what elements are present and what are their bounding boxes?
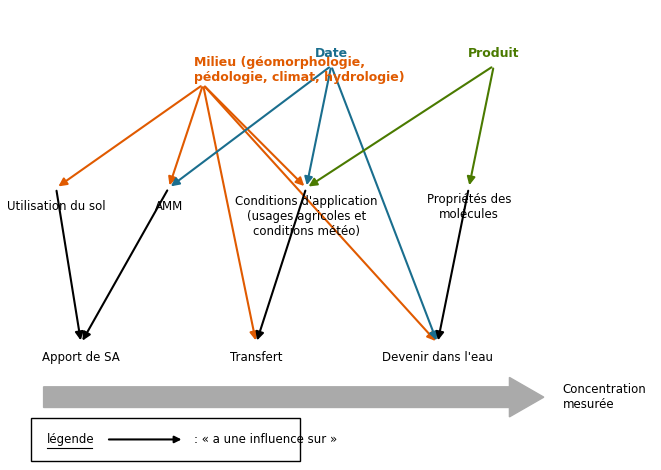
Text: Transfert: Transfert (230, 351, 282, 364)
Text: Concentration
mesurée: Concentration mesurée (563, 383, 646, 411)
Text: AMM: AMM (155, 200, 182, 213)
Text: légende: légende (47, 433, 95, 446)
Text: Conditions d'application
(usages agricoles et
conditions météo): Conditions d'application (usages agricol… (235, 195, 377, 238)
FancyBboxPatch shape (31, 418, 300, 461)
Text: : « a une influence sur »: : « a une influence sur » (194, 433, 337, 446)
Text: Devenir dans l'eau: Devenir dans l'eau (382, 351, 493, 364)
Text: Date: Date (315, 47, 348, 60)
Text: Milieu (géomorphologie,
pédologie, climat, hydrologie): Milieu (géomorphologie, pédologie, clima… (194, 56, 405, 85)
Text: Propriétés des
molécules: Propriétés des molécules (426, 193, 511, 221)
Text: Produit: Produit (468, 47, 520, 60)
Text: Apport de SA: Apport de SA (42, 351, 120, 364)
Polygon shape (44, 377, 544, 417)
Text: Utilisation du sol: Utilisation du sol (7, 200, 105, 213)
